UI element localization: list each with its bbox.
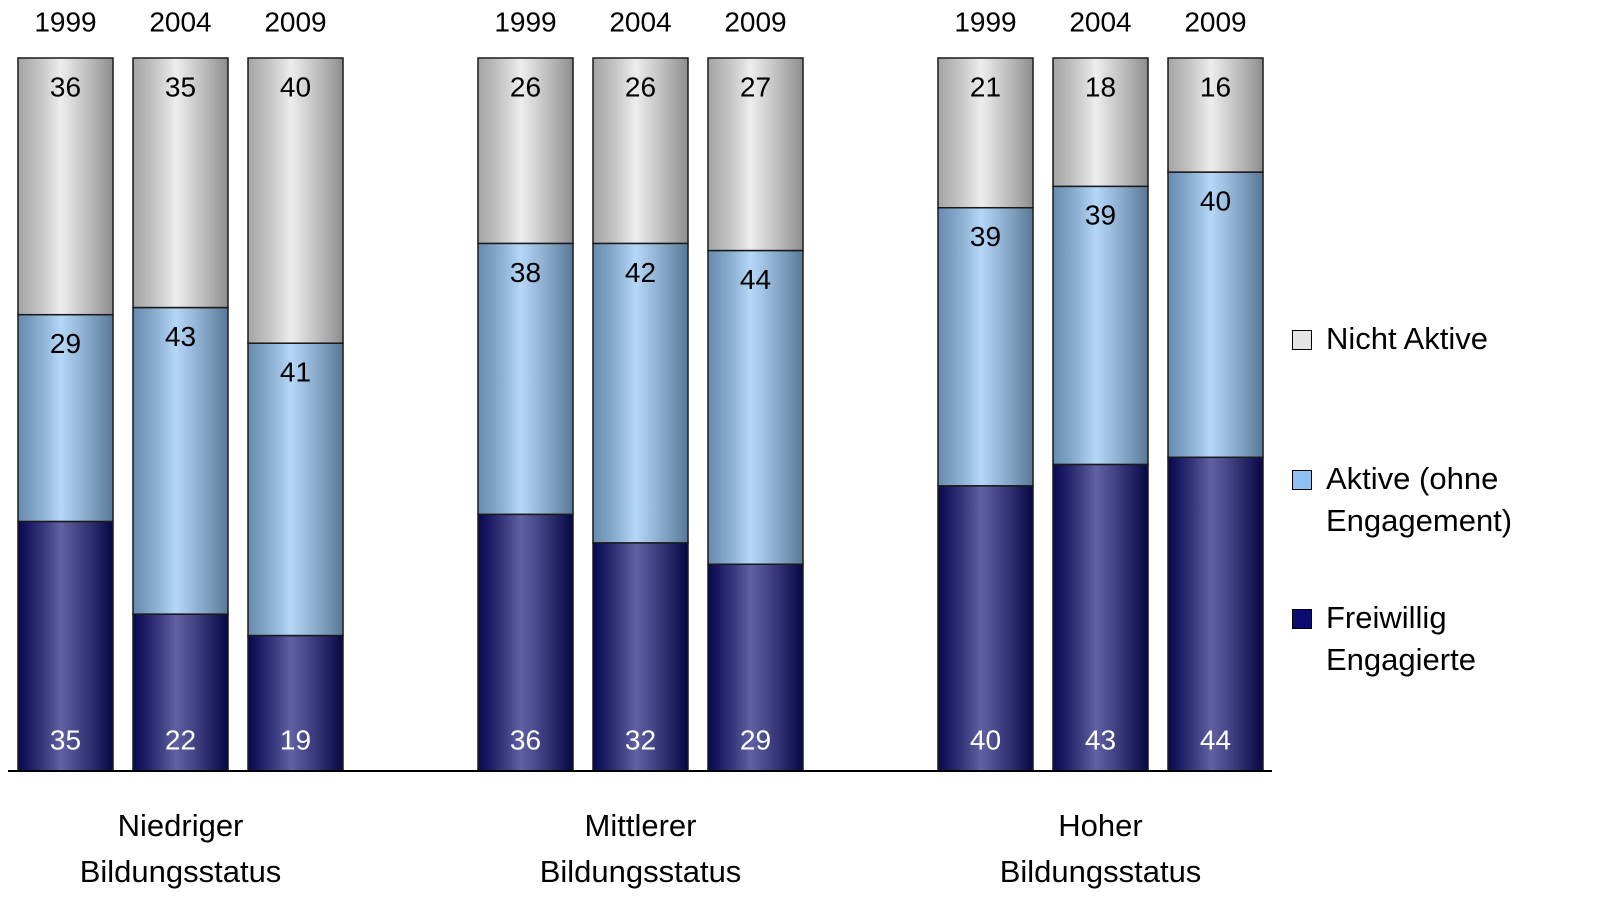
group-label: Niedriger Bildungsstatus [79, 808, 282, 889]
data-label: 26 [510, 71, 541, 102]
legend-swatch [1292, 609, 1312, 629]
bar-segment [133, 307, 228, 615]
bar-outline [937, 57, 1034, 209]
x-tick-label: 2009 [1184, 6, 1246, 37]
data-label: 29 [50, 328, 81, 359]
data-label: 27 [740, 71, 771, 102]
legend-swatch [1292, 470, 1312, 490]
bar-outline [477, 57, 574, 245]
data-label: 40 [970, 724, 1001, 755]
data-label: 36 [50, 71, 81, 102]
legend-item: Freiwillig Engagierte [1292, 597, 1561, 681]
data-label: 29 [740, 724, 771, 755]
legend-label: Freiwillig Engagierte [1326, 600, 1476, 677]
data-label: 26 [625, 71, 656, 102]
data-label: 44 [1200, 724, 1231, 755]
data-label: 40 [1200, 185, 1231, 216]
x-tick-label: 1999 [954, 6, 1016, 37]
x-tick-label: 2004 [609, 6, 671, 37]
data-label: 43 [1085, 724, 1116, 755]
group-label: Mittlerer Bildungsstatus [539, 808, 742, 889]
bar-outline [707, 57, 804, 252]
bar-outline [1052, 57, 1149, 188]
x-tick-label: 1999 [494, 6, 556, 37]
legend-label: Aktive (ohne Engagement) [1326, 461, 1513, 538]
legend-item: Nicht Aktive [1292, 318, 1561, 360]
data-label: 44 [740, 264, 771, 295]
bar-outline [592, 57, 689, 245]
data-label: 35 [50, 724, 81, 755]
legend-label: Nicht Aktive [1326, 321, 1488, 356]
x-tick-label: 1999 [34, 6, 96, 37]
data-label: 32 [625, 724, 656, 755]
bar-outline [1167, 57, 1264, 173]
data-label: 18 [1085, 71, 1116, 102]
bar-segment [593, 243, 688, 543]
legend-swatch [1292, 330, 1312, 350]
x-tick-label: 2009 [264, 6, 326, 37]
group-label: Hoher Bildungsstatus [999, 808, 1202, 889]
x-tick-label: 2004 [149, 6, 211, 37]
bar-outline [17, 57, 114, 316]
legend-item: Aktive (ohne Engagement) [1292, 458, 1561, 542]
data-label: 39 [970, 221, 1001, 252]
data-label: 43 [165, 321, 196, 352]
data-label: 40 [280, 71, 311, 102]
data-label: 19 [280, 724, 311, 755]
data-label: 38 [510, 257, 541, 288]
data-label: 36 [510, 724, 541, 755]
x-tick-label: 2009 [724, 6, 786, 37]
bar-outline [247, 57, 344, 344]
data-label: 42 [625, 257, 656, 288]
data-label: 35 [165, 71, 196, 102]
data-label: 16 [1200, 71, 1231, 102]
data-label: 39 [1085, 200, 1116, 231]
bar-segment [708, 250, 803, 565]
bar-outline [132, 57, 229, 309]
x-tick-label: 2004 [1069, 6, 1131, 37]
data-label: 22 [165, 724, 196, 755]
data-label: 21 [970, 71, 1001, 102]
data-label: 41 [280, 357, 311, 388]
